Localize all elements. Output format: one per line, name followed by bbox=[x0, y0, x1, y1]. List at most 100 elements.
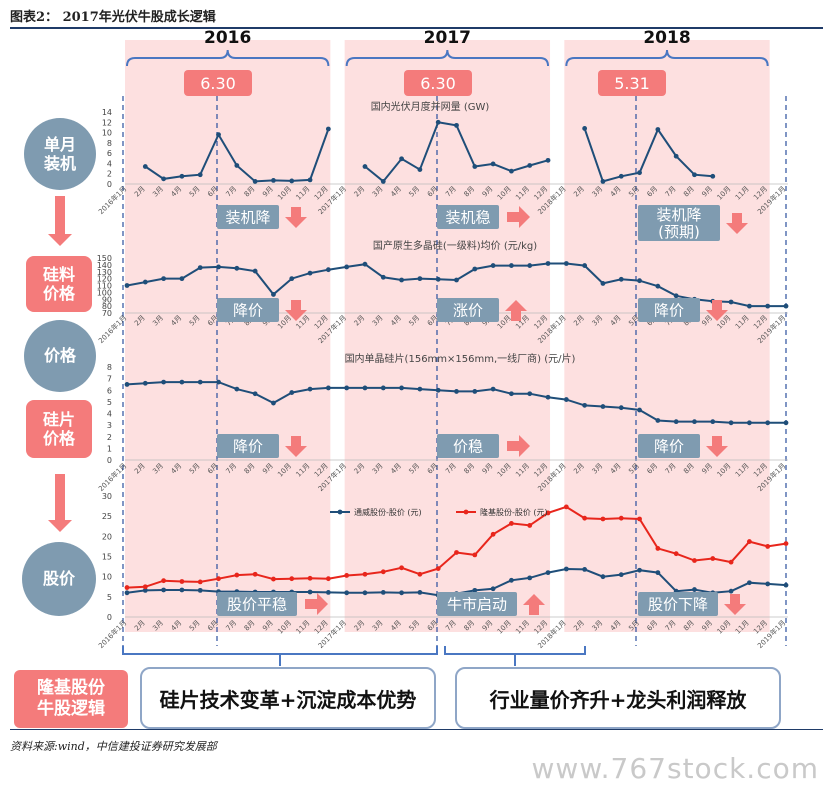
data-point bbox=[216, 264, 221, 270]
data-point bbox=[710, 173, 716, 179]
row-label-text: 单月 装机 bbox=[43, 134, 76, 173]
annotation-text: 降价 bbox=[654, 438, 684, 456]
annotation-wafer-2016: 降价 bbox=[217, 434, 307, 458]
annotation-box bbox=[217, 592, 297, 616]
data-point bbox=[563, 261, 569, 266]
y-tick-label: 12 bbox=[102, 118, 112, 127]
y-tick-label: 30 bbox=[102, 492, 112, 501]
x-tick-label: 2016年1月 bbox=[96, 184, 128, 216]
data-point bbox=[618, 572, 624, 578]
year-label-2018: 2018 bbox=[643, 28, 690, 48]
y-tick-label: 5 bbox=[107, 398, 112, 407]
data-point bbox=[362, 164, 368, 169]
data-point bbox=[509, 577, 514, 583]
y-tick-label: 5 bbox=[107, 593, 112, 602]
data-point bbox=[618, 405, 624, 411]
data-point bbox=[746, 539, 752, 544]
data-point bbox=[234, 572, 240, 578]
row-label-text: 股价 bbox=[42, 569, 75, 589]
y-tick-label: 90 bbox=[102, 295, 112, 304]
data-point bbox=[509, 263, 514, 268]
arrow-down-icon bbox=[285, 300, 307, 321]
data-point bbox=[417, 386, 423, 392]
data-point bbox=[454, 122, 459, 128]
data-point bbox=[307, 386, 313, 392]
data-point bbox=[692, 558, 697, 563]
data-point bbox=[600, 574, 606, 580]
data-point bbox=[435, 566, 441, 571]
annotation-box bbox=[638, 205, 720, 241]
annotation-box bbox=[638, 592, 718, 616]
legend-label: 通威股份-股价 (元) bbox=[354, 507, 422, 517]
y-tick-label: 20 bbox=[102, 532, 112, 541]
annotation-poly-2018: 降价 bbox=[638, 298, 728, 322]
data-point bbox=[124, 283, 130, 288]
data-point bbox=[563, 504, 569, 510]
logic-box-2: 行业量价齐升+龙头利润释放 bbox=[455, 667, 781, 729]
date-marker-label: 6.30 bbox=[420, 74, 456, 93]
data-point bbox=[234, 265, 240, 271]
data-point bbox=[545, 261, 551, 266]
data-point bbox=[179, 276, 185, 282]
data-point bbox=[472, 389, 478, 394]
data-point bbox=[618, 515, 624, 521]
annotation-text: (预期) bbox=[658, 223, 700, 241]
y-tick-label: 10 bbox=[102, 129, 112, 138]
y-tick-label: 14 bbox=[102, 108, 112, 117]
annotation-box bbox=[638, 298, 700, 322]
annotation-box bbox=[217, 205, 279, 229]
data-point bbox=[527, 523, 533, 528]
figure-title: 图表2： 2017年光伏牛股成长逻辑 bbox=[10, 10, 216, 25]
date-marker-label: 5.31 bbox=[614, 74, 650, 93]
annotation-poly-2017: 涨价 bbox=[437, 298, 527, 322]
y-tick-label: 80 bbox=[102, 302, 112, 311]
panel-title: 国内单晶硅片(156mm×156mm,一线厂商) (元/片) bbox=[345, 352, 576, 365]
data-point bbox=[435, 119, 441, 125]
data-point bbox=[600, 281, 606, 286]
data-point bbox=[216, 132, 221, 138]
data-point bbox=[618, 276, 624, 282]
y-tick-label: 140 bbox=[97, 261, 112, 270]
data-point bbox=[252, 571, 258, 577]
data-point bbox=[600, 404, 606, 409]
data-point bbox=[399, 385, 404, 391]
data-point bbox=[142, 380, 148, 386]
row-label-monthly-install: 单月 装机 bbox=[24, 118, 96, 190]
data-point bbox=[417, 276, 423, 282]
annotation-poly-2016: 降价 bbox=[217, 298, 307, 322]
year-label-2017: 2017 bbox=[424, 28, 471, 48]
data-point bbox=[545, 157, 551, 163]
row-label-text: 价格 bbox=[43, 346, 76, 366]
data-point bbox=[362, 590, 368, 596]
date-marker-label: 6.30 bbox=[200, 74, 236, 93]
data-point bbox=[142, 279, 148, 285]
annotation-text: 股价下降 bbox=[648, 596, 708, 614]
y-tick-label: 6 bbox=[107, 386, 112, 395]
data-point bbox=[325, 126, 331, 132]
annotation-box bbox=[437, 205, 499, 229]
data-point bbox=[289, 276, 295, 282]
data-point bbox=[197, 587, 203, 593]
data-point bbox=[472, 552, 478, 558]
data-point bbox=[216, 576, 221, 582]
data-point bbox=[673, 153, 679, 159]
data-point bbox=[179, 587, 185, 593]
data-point bbox=[783, 582, 789, 588]
annotation-text: 牛市启动 bbox=[447, 596, 507, 614]
annotation-text: 降价 bbox=[233, 438, 263, 456]
annotation-wafer-2017: 价稳 bbox=[437, 434, 530, 458]
data-point bbox=[618, 173, 624, 179]
data-point bbox=[728, 588, 734, 594]
data-point bbox=[142, 164, 148, 169]
data-point bbox=[307, 589, 313, 595]
data-point bbox=[289, 178, 295, 184]
data-point bbox=[399, 565, 404, 571]
y-tick-label: 0 bbox=[107, 456, 112, 465]
annotation-box bbox=[217, 298, 279, 322]
data-point bbox=[179, 579, 185, 584]
data-point bbox=[325, 576, 331, 582]
data-point bbox=[765, 581, 771, 587]
data-point bbox=[545, 394, 551, 400]
data-point bbox=[271, 400, 276, 406]
data-point bbox=[545, 570, 551, 576]
